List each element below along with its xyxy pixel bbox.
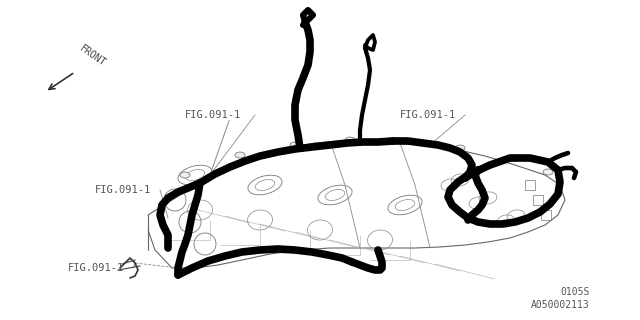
Ellipse shape [180,172,190,178]
Text: FIG.091-1: FIG.091-1 [95,185,151,195]
Ellipse shape [543,169,553,175]
Text: FRONT: FRONT [78,43,108,68]
Text: FIG.091-1: FIG.091-1 [68,263,124,273]
Ellipse shape [510,155,520,161]
Text: 0105S: 0105S [561,287,590,297]
Ellipse shape [235,152,245,158]
Ellipse shape [400,138,410,144]
Text: FIG.091-1: FIG.091-1 [185,110,241,120]
Ellipse shape [455,145,465,151]
Text: A050002113: A050002113 [531,300,590,310]
Ellipse shape [345,137,355,143]
Text: FIG.091-1: FIG.091-1 [400,110,456,120]
Ellipse shape [290,142,300,148]
